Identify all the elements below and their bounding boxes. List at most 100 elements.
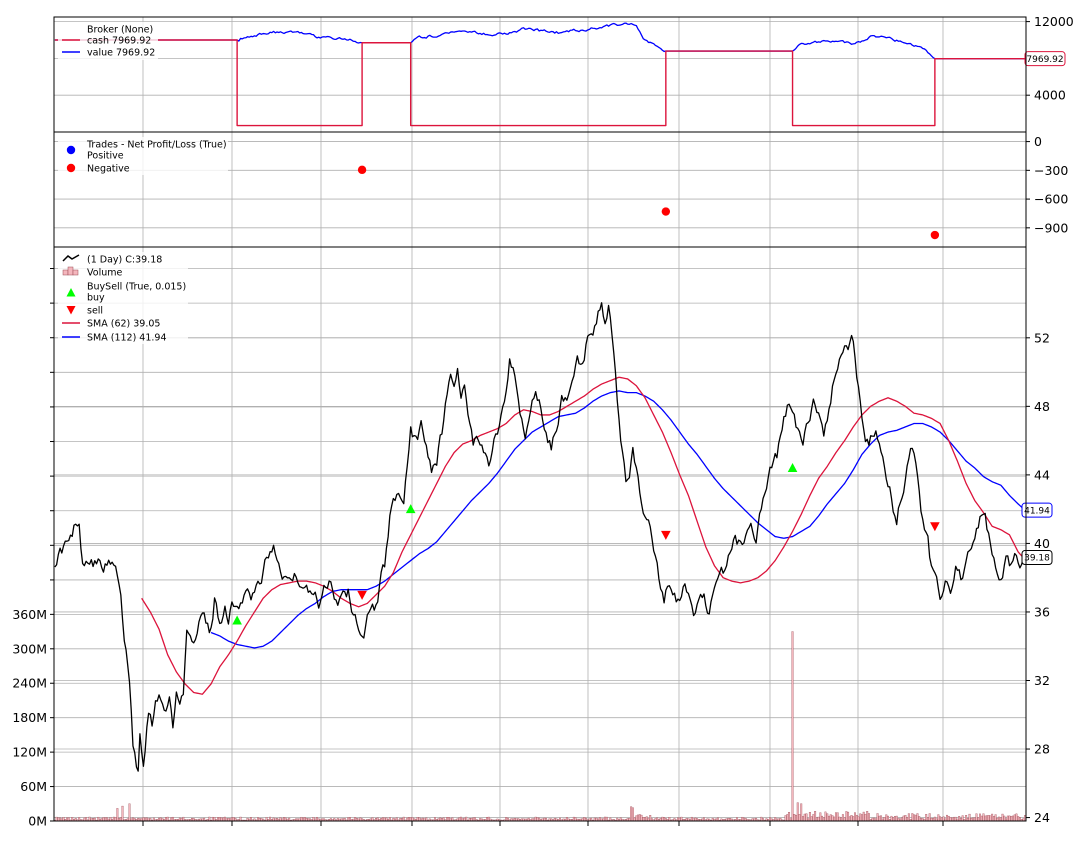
volume-bar (416, 817, 419, 822)
volume-bar (661, 816, 664, 822)
volume-bar (303, 817, 306, 822)
y-tick-label: −600 (1034, 192, 1068, 207)
volume-bar (604, 816, 607, 822)
volume-bar (1015, 813, 1018, 822)
volume-bar (354, 817, 357, 822)
volume-bar (1013, 814, 1016, 822)
volume-bar (893, 816, 896, 822)
buy-marker (787, 463, 798, 473)
volume-bar (637, 814, 640, 822)
volume-bar (55, 816, 58, 822)
volume-bar (97, 816, 100, 822)
volume-bar (631, 807, 634, 822)
volume-bar (116, 808, 119, 822)
volume-bar (795, 814, 797, 822)
legend-background (58, 252, 188, 344)
volume-bar (883, 817, 886, 822)
volume-bar (810, 816, 813, 822)
volume-bar (828, 815, 830, 822)
volume-bar (847, 811, 850, 822)
volume-bar (913, 814, 916, 822)
volume-bar (447, 817, 450, 822)
volume-bar (949, 817, 952, 822)
legend-positive-swatch (66, 145, 76, 155)
trade-point-negative (357, 165, 367, 175)
volume-bar (911, 813, 914, 822)
volume-bar (814, 811, 817, 822)
volume-bar (649, 815, 652, 822)
legend-entry: Negative (66, 163, 130, 175)
volume-bar (213, 817, 216, 822)
sell-marker (357, 590, 367, 600)
volume-bar (937, 814, 940, 822)
panel-frame-price (53, 246, 1027, 822)
volume-bar (904, 815, 907, 822)
volume-bar (88, 816, 91, 822)
volume-bar (833, 816, 836, 822)
volume-bar (812, 814, 815, 822)
volume-bar (536, 817, 539, 822)
legend-entry: BuySell (True, 0.015) (66, 282, 186, 297)
sma-slow-last-tag-label: 41.94 (1024, 506, 1050, 516)
volume-bar (906, 817, 909, 822)
volume-bar (67, 817, 70, 822)
legend-close-swatch (62, 254, 80, 262)
legend-label: SMA (112) 41.94 (87, 333, 167, 344)
legend-label: Positive (87, 151, 124, 162)
volume-tick-label: 60M (20, 779, 47, 794)
volume-bar (104, 817, 107, 822)
volume-bar (864, 813, 867, 822)
legend-background (58, 22, 158, 60)
volume-bar (968, 813, 971, 822)
volume-bar (1003, 815, 1006, 822)
volume-bar (388, 817, 391, 822)
volume-bar (819, 812, 822, 822)
volume-bar (630, 806, 633, 822)
legend-buy-swatch (66, 288, 76, 297)
legend-label: sell (87, 306, 103, 317)
volume-bar (218, 816, 221, 822)
volume-bar (857, 816, 860, 822)
volume-bar (473, 817, 476, 822)
volume-bar (300, 816, 303, 822)
volume-bar (663, 817, 666, 822)
y-tick-label: 0 (1034, 134, 1042, 149)
volume-bar (862, 811, 865, 822)
volume-tick-label: 240M (12, 676, 47, 691)
cash-line (54, 39, 1027, 127)
y-tick-label: 28 (1034, 742, 1050, 757)
volume-bar (965, 815, 968, 822)
y-tick-label: 12000 (1034, 14, 1074, 29)
volume-bar (316, 816, 318, 822)
volume-bar (928, 813, 931, 822)
volume-bar (1017, 816, 1020, 822)
volume-bar (880, 815, 883, 822)
volume-bar (890, 815, 893, 822)
volume-bar (979, 813, 981, 822)
legend-entry: Trades - Net Profit/Loss (True) (86, 140, 227, 151)
volume-bar (224, 816, 226, 822)
y-tick-label: 4000 (1034, 88, 1066, 103)
legend-entry: Volume (62, 266, 122, 279)
volume-bar (640, 814, 643, 822)
legend-background (58, 137, 228, 175)
legend-entry: Broker (None) (87, 25, 153, 36)
volume-bar (907, 813, 910, 822)
volume-bar (769, 817, 771, 822)
volume-tick-label: 0M (28, 814, 47, 829)
legend-negative-swatch (66, 163, 76, 173)
volume-bar (211, 816, 214, 822)
legend-label: Volume (87, 268, 122, 279)
volume-bar (85, 817, 88, 822)
volume-bar (892, 817, 895, 822)
volume-bar (283, 817, 285, 822)
y-tick-label: −300 (1034, 163, 1068, 178)
volume-bar (852, 816, 855, 822)
volume-bar (994, 814, 997, 822)
volume-bar (987, 815, 990, 822)
volume-bar (119, 817, 122, 822)
volume-bar (878, 815, 881, 822)
volume-bar (348, 817, 351, 822)
